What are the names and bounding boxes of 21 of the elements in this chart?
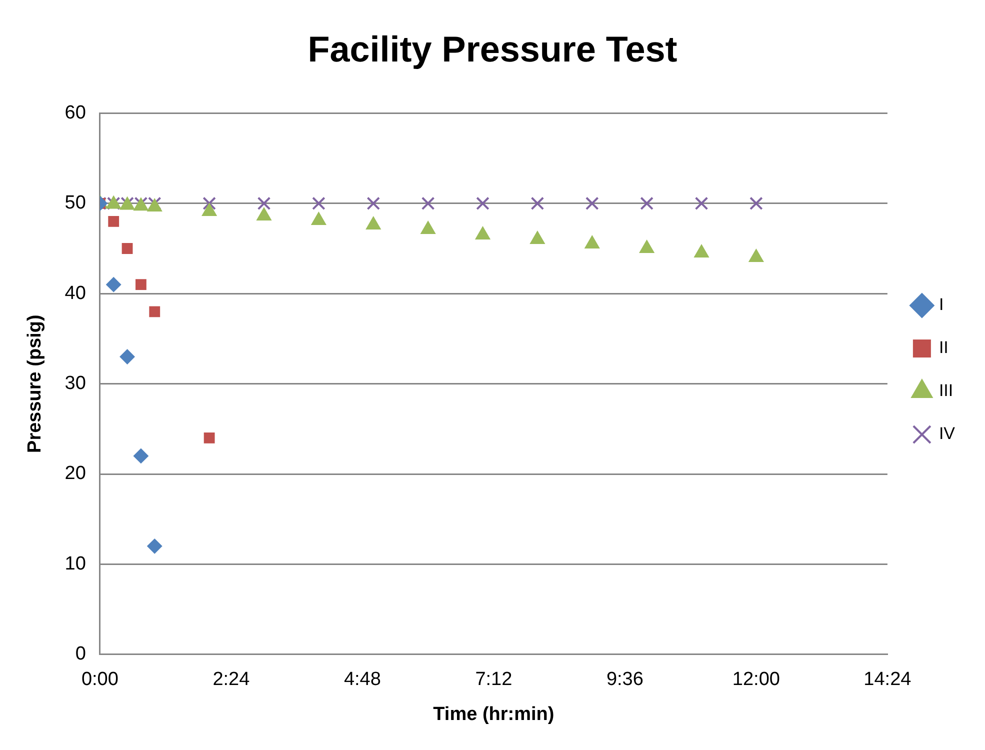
- y-tick-label: 50: [64, 192, 86, 214]
- y-tick-label: 20: [64, 463, 86, 484]
- x-tick-label: 12:00: [732, 669, 780, 690]
- legend-label: IV: [938, 424, 956, 444]
- y-tick-label: 0: [75, 644, 86, 665]
- chart-title: Facility Pressure Test: [308, 28, 678, 70]
- y-tick-label: 40: [64, 282, 86, 304]
- legend-label: I: [938, 295, 944, 314]
- legend-label: II: [938, 338, 948, 358]
- x-axis-title: Time (hr:min): [433, 704, 554, 725]
- x-tick-label: 7:12: [475, 669, 512, 690]
- y-tick-label: 60: [64, 102, 86, 124]
- y-tick-label: 30: [64, 373, 86, 394]
- y-axis-title: Pressure (psig): [24, 314, 46, 453]
- y-tick-label: 10: [64, 553, 86, 574]
- x-tick-label: 0:00: [81, 669, 118, 690]
- x-tick-label: 2:24: [212, 669, 250, 690]
- x-tick-label: 14:24: [864, 669, 912, 690]
- x-tick-label: 9:36: [606, 669, 644, 690]
- x-tick-label: 4:48: [344, 669, 381, 690]
- legend-label: III: [938, 381, 954, 400]
